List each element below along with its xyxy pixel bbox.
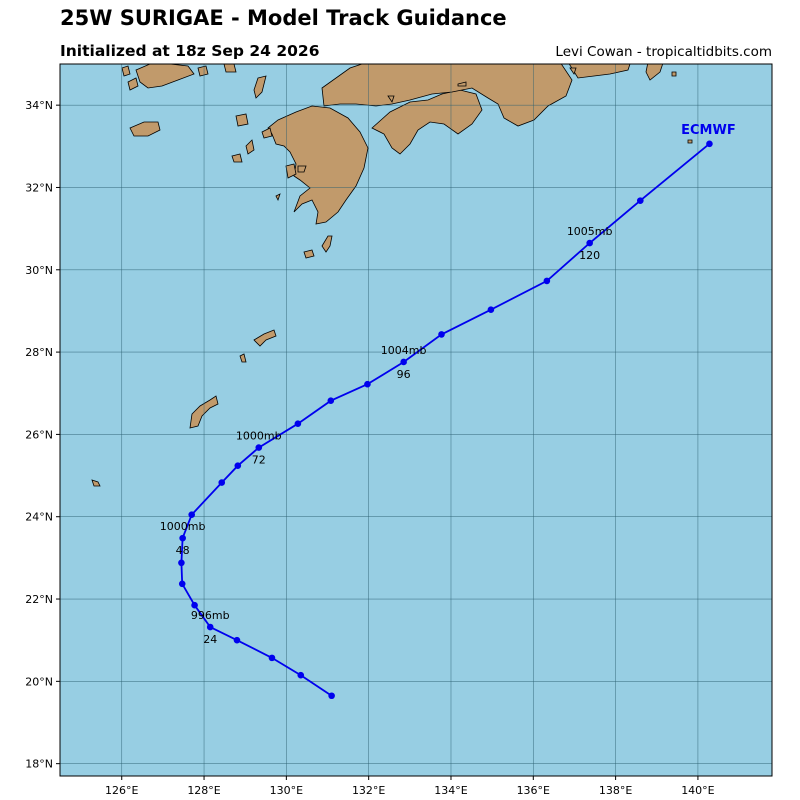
tick-label-lat: 26°N [25, 428, 53, 441]
land-island-k2 [285, 163, 297, 179]
ocean-background [60, 64, 772, 776]
forecast-hour-label: 48 [176, 544, 190, 557]
model-name-label: ECMWF [681, 123, 736, 138]
tick-label-lat: 32°N [25, 181, 53, 194]
chart-title: 25W SURIGAE - Model Track Guidance [60, 6, 507, 30]
tick-label-lat: 20°N [25, 675, 53, 688]
land-honshu [321, 64, 573, 127]
track-point [327, 397, 335, 404]
track-point [637, 197, 644, 204]
tick-label-lat: 34°N [25, 99, 53, 112]
land-island-nw2 [127, 77, 139, 91]
land-tanegashima [321, 235, 333, 253]
land-shikoku [371, 89, 483, 155]
tick-label-lat: 28°N [25, 346, 53, 359]
track-point [178, 559, 185, 567]
track-point [706, 140, 713, 148]
tick-label-lon: 140°E [681, 784, 714, 797]
pressure-label: 996mb [191, 609, 230, 622]
land-izu-peninsula [645, 64, 664, 81]
track-point [191, 601, 198, 609]
land-island-nw3 [197, 65, 209, 77]
land-island-k1 [261, 127, 273, 139]
land-island-nw4 [223, 64, 237, 73]
forecast-hour-label: 72 [252, 454, 266, 467]
land-tokunoshima [239, 353, 247, 363]
land-island-e2 [569, 67, 577, 75]
land-island-e3 [671, 71, 677, 77]
pressure-label: 1000mb [236, 430, 282, 443]
pressure-label: 1005mb [567, 225, 613, 238]
track-point [487, 306, 495, 314]
tick-label-lat: 18°N [25, 758, 53, 771]
tick-label-lon: 134°E [434, 784, 467, 797]
land-island-n3 [245, 139, 255, 155]
tick-label-lon: 126°E [105, 784, 138, 797]
pressure-label: 1004mb [381, 344, 427, 357]
track-point [543, 277, 551, 285]
land-kyushu [267, 105, 369, 225]
init-time-subtitle: Initialized at 18z Sep 24 2026 [60, 42, 320, 60]
author-credit: Levi Cowan - tropicaltidbits.com [555, 44, 772, 60]
tick-label-lat: 30°N [25, 264, 53, 277]
track-point [328, 692, 335, 700]
land-island-w1 [231, 153, 243, 163]
tick-label-lon: 132°E [352, 784, 385, 797]
tick-label-lat: 22°N [25, 593, 53, 606]
tick-label-lon: 130°E [270, 784, 303, 797]
land-amami-oshima [253, 329, 277, 347]
track-point [188, 511, 195, 518]
land-island-e4 [687, 139, 693, 144]
track-point [364, 380, 371, 388]
track-point [233, 636, 241, 644]
forecast-hour-label: 96 [397, 368, 411, 381]
land-awaji [387, 95, 395, 103]
land-island-n2 [235, 113, 249, 127]
tick-label-lon: 138°E [599, 784, 632, 797]
graticule [60, 64, 772, 776]
tick-label-lat: 24°N [25, 511, 53, 524]
track-point [400, 358, 407, 366]
forecast-hour-label: 120 [579, 249, 600, 262]
pressure-label: 1000mb [160, 520, 206, 533]
track-point [586, 239, 593, 247]
track-point [438, 331, 445, 338]
land-island-e1 [457, 81, 467, 87]
ecmwf-track [178, 140, 713, 700]
land-masses [91, 64, 693, 487]
land-honshu-east [568, 64, 631, 79]
track-point [179, 534, 186, 542]
track-point [206, 623, 214, 631]
land-island-n1 [253, 75, 267, 99]
track-point [234, 462, 242, 469]
land-island-k3 [297, 165, 307, 173]
track-labels: 996mb 24 1000mb 48 1000mb 72 1004mb 96 1005mb 120… [160, 123, 736, 646]
land-tsushima-islands [135, 64, 195, 89]
land-yakushima [303, 249, 315, 259]
land-island-k4 [275, 193, 281, 202]
track-point [294, 420, 302, 428]
tick-label-lon: 136°E [517, 784, 550, 797]
axis-ticks: 126°E 128°E 130°E 132°E 134°E 136°E 138°E 140°E… [25, 99, 714, 797]
track-point [297, 671, 305, 679]
land-yonaguni [91, 479, 101, 487]
land-island-nw1 [121, 65, 131, 77]
track-point [268, 654, 276, 662]
map-frame [59, 63, 773, 777]
forecast-hour-label: 24 [203, 633, 217, 646]
track-point [218, 479, 226, 486]
tick-label-lon: 128°E [187, 784, 220, 797]
track-point [255, 444, 263, 451]
land-jeju [129, 121, 161, 137]
track-point [178, 580, 186, 588]
